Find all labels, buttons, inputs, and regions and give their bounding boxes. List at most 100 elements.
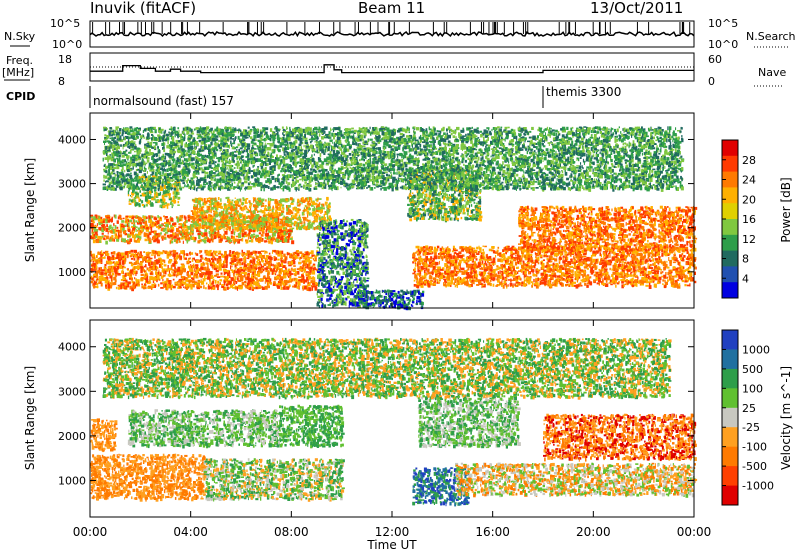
data-cell	[301, 225, 305, 229]
data-cell	[146, 267, 149, 271]
data-cell	[259, 218, 262, 221]
data-cell	[223, 219, 226, 222]
data-cell	[173, 270, 176, 274]
data-cell	[286, 286, 290, 290]
data-cell	[355, 261, 359, 265]
data-cell	[127, 252, 130, 256]
data-cell	[195, 260, 199, 264]
data-cell	[194, 268, 196, 271]
data-cell	[318, 281, 321, 285]
data-cell	[333, 253, 335, 255]
data-cell	[210, 208, 213, 211]
data-cell	[241, 202, 244, 205]
data-cell	[282, 265, 286, 268]
data-cell	[134, 252, 136, 256]
data-cell	[305, 271, 310, 273]
data-cell	[90, 220, 92, 223]
data-cell	[168, 197, 172, 201]
data-cell	[359, 277, 361, 282]
data-cell	[246, 286, 250, 290]
data-cell	[327, 244, 330, 247]
data-cell	[333, 238, 337, 242]
data-cell	[193, 275, 196, 279]
data-cell	[355, 265, 357, 269]
data-cell	[198, 235, 201, 239]
data-cell	[261, 210, 265, 214]
data-cell	[112, 282, 115, 286]
data-cell	[282, 223, 285, 227]
data-cell	[289, 275, 292, 280]
data-cell	[114, 281, 117, 285]
data-cell	[267, 197, 270, 201]
data-cell	[239, 227, 242, 230]
data-cell	[246, 282, 251, 287]
data-cell	[212, 278, 215, 281]
data-cell	[191, 277, 194, 279]
data-cell	[168, 194, 171, 199]
data-cell	[323, 257, 326, 261]
data-cell	[343, 291, 347, 295]
data-cell	[323, 249, 326, 252]
data-cell	[207, 268, 210, 271]
data-cell	[357, 284, 360, 289]
data-cell	[132, 227, 136, 231]
data-cell	[271, 251, 273, 254]
data-cell	[286, 207, 290, 210]
data-cell	[157, 236, 159, 241]
data-cell	[347, 252, 349, 256]
data-cell	[246, 250, 251, 254]
data-cell	[263, 227, 265, 231]
data-cell	[289, 273, 291, 276]
data-cell	[107, 266, 111, 269]
data-cell	[307, 224, 312, 226]
data-cell	[248, 277, 252, 282]
data-cell	[290, 273, 294, 275]
data-cell	[162, 227, 165, 232]
data-cell	[265, 214, 267, 218]
data-cell	[199, 204, 202, 208]
data-cell	[255, 222, 259, 226]
data-cell	[338, 258, 341, 261]
data-cell	[324, 252, 327, 256]
data-cell	[160, 287, 164, 289]
data-cell	[234, 209, 237, 213]
data-cell	[354, 284, 356, 287]
data-cell	[327, 203, 330, 207]
data-cell	[216, 276, 221, 278]
data-cell	[141, 283, 143, 286]
data-cell	[312, 283, 315, 285]
data-cell	[177, 196, 181, 200]
data-cell	[109, 236, 112, 239]
data-cell	[180, 223, 184, 227]
data-cell	[267, 256, 270, 260]
data-cell	[268, 286, 270, 288]
data-cell	[253, 228, 255, 232]
data-cell	[342, 253, 346, 258]
data-cell	[262, 223, 266, 226]
data-cell	[200, 258, 202, 262]
data-cell	[134, 215, 136, 218]
data-cell	[264, 233, 268, 236]
data-cell	[365, 255, 368, 259]
data-cell	[229, 207, 233, 211]
data-cell	[158, 278, 161, 281]
data-cell	[210, 238, 213, 241]
data-cell	[312, 226, 314, 230]
data-cell	[135, 215, 137, 218]
data-cell	[289, 279, 292, 282]
data-cell	[246, 227, 248, 230]
data-cell	[238, 284, 242, 287]
data-cell	[335, 225, 338, 229]
data-cell	[269, 217, 273, 220]
data-cell	[146, 216, 148, 220]
data-cell	[110, 251, 114, 255]
data-cell	[253, 287, 256, 290]
data-cell	[231, 283, 235, 286]
data-cell	[213, 201, 217, 205]
data-cell	[362, 242, 365, 247]
data-cell	[134, 179, 138, 182]
data-cell	[229, 254, 232, 257]
data-cell	[133, 272, 135, 276]
data-cell	[236, 287, 239, 291]
data-cell	[215, 273, 219, 276]
